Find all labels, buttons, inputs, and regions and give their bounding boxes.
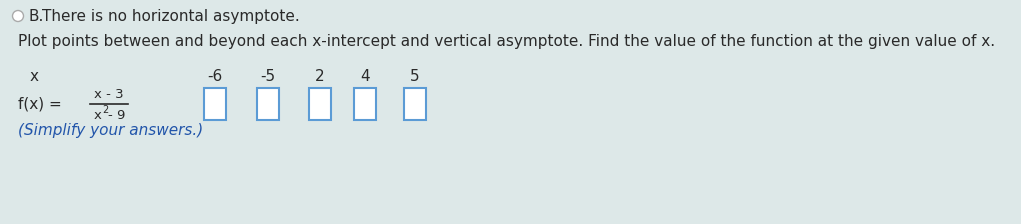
Text: -5: -5 — [260, 69, 276, 84]
Text: 2: 2 — [315, 69, 325, 84]
Text: There is no horizontal asymptote.: There is no horizontal asymptote. — [42, 9, 300, 24]
Text: x - 3: x - 3 — [94, 88, 124, 101]
Text: f(x) =: f(x) = — [18, 97, 61, 112]
Text: x: x — [30, 69, 39, 84]
Text: 5: 5 — [410, 69, 420, 84]
FancyBboxPatch shape — [257, 88, 279, 120]
Text: 4: 4 — [360, 69, 370, 84]
Text: Plot points between and beyond each x-intercept and vertical asymptote. Find the: Plot points between and beyond each x-in… — [18, 34, 995, 49]
FancyBboxPatch shape — [404, 88, 426, 120]
Text: B.: B. — [28, 9, 43, 24]
FancyBboxPatch shape — [204, 88, 226, 120]
Text: 2: 2 — [102, 105, 108, 115]
Text: x: x — [94, 108, 102, 121]
FancyBboxPatch shape — [309, 88, 331, 120]
Text: (Simplify your answers.): (Simplify your answers.) — [18, 123, 203, 138]
FancyBboxPatch shape — [354, 88, 376, 120]
Circle shape — [12, 11, 23, 22]
Text: -6: -6 — [207, 69, 223, 84]
Text: - 9: - 9 — [108, 108, 126, 121]
